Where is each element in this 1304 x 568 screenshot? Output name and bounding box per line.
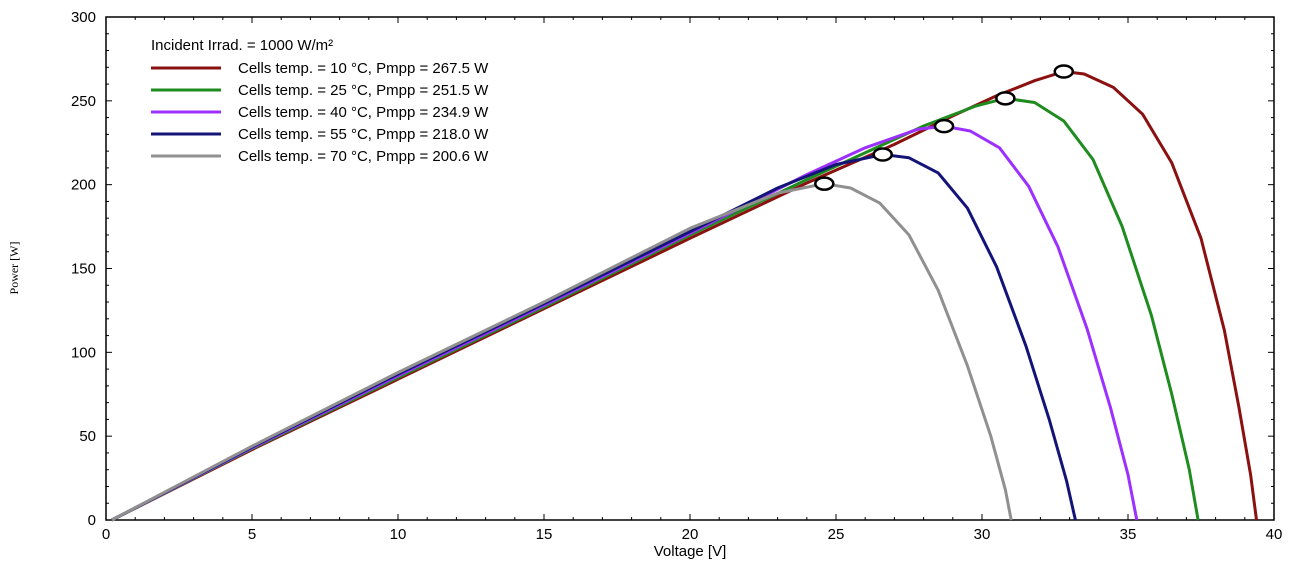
- x-axis-title: Voltage [V]: [654, 543, 727, 560]
- x-tick-label: 25: [828, 526, 845, 543]
- series-line: [111, 96, 1200, 522]
- mpp-marker: [872, 147, 893, 162]
- y-tick-label: 150: [71, 261, 96, 278]
- y-axis-title: Power [W]: [7, 242, 21, 295]
- y-tick-label: 200: [71, 177, 96, 194]
- series-line: [111, 153, 1077, 522]
- x-tick-label: 5: [248, 526, 256, 543]
- series-line: [111, 124, 1139, 522]
- mpp-marker: [1053, 64, 1075, 79]
- x-tick-label: 35: [1120, 526, 1137, 543]
- x-tick-label: 40: [1266, 526, 1283, 543]
- mpp-marker: [933, 118, 955, 134]
- tick-labels: 0 5 10 15 20 25 30 35 40 0 50 100 150 200 250 300: [71, 9, 1282, 543]
- axis-ticks: [105, 16, 1275, 521]
- x-tick-label: 15: [536, 526, 553, 543]
- y-tick-label: 100: [71, 344, 96, 361]
- x-tick-label: 10: [390, 526, 407, 543]
- legend-label: Cells temp. = 10 °C, Pmpp = 267.5 W: [238, 60, 489, 77]
- legend: Incident Irrad. = 1000 W/m² Cells temp. …: [151, 37, 489, 165]
- y-tick-label: 0: [88, 512, 96, 529]
- legend-label: Cells temp. = 25 °C, Pmpp = 251.5 W: [238, 82, 489, 99]
- mpp-marker: [814, 176, 835, 191]
- legend-label: Cells temp. = 55 °C, Pmpp = 218.0 W: [238, 126, 489, 143]
- x-tick-label: 30: [974, 526, 991, 543]
- series-line: [111, 70, 1258, 522]
- x-tick-label: 20: [682, 526, 699, 543]
- mpp-marker: [995, 91, 1016, 106]
- mpp-markers: [814, 64, 1075, 191]
- y-tick-label: 250: [71, 93, 96, 110]
- y-tick-label: 300: [71, 9, 96, 26]
- legend-label: Cells temp. = 70 °C, Pmpp = 200.6 W: [238, 148, 489, 165]
- series-line: [111, 182, 1013, 522]
- x-tick-label: 0: [102, 526, 110, 543]
- legend-label: Cells temp. = 40 °C, Pmpp = 234.9 W: [238, 104, 489, 121]
- legend-header: Incident Irrad. = 1000 W/m²: [151, 37, 333, 54]
- y-tick-label: 50: [79, 428, 96, 445]
